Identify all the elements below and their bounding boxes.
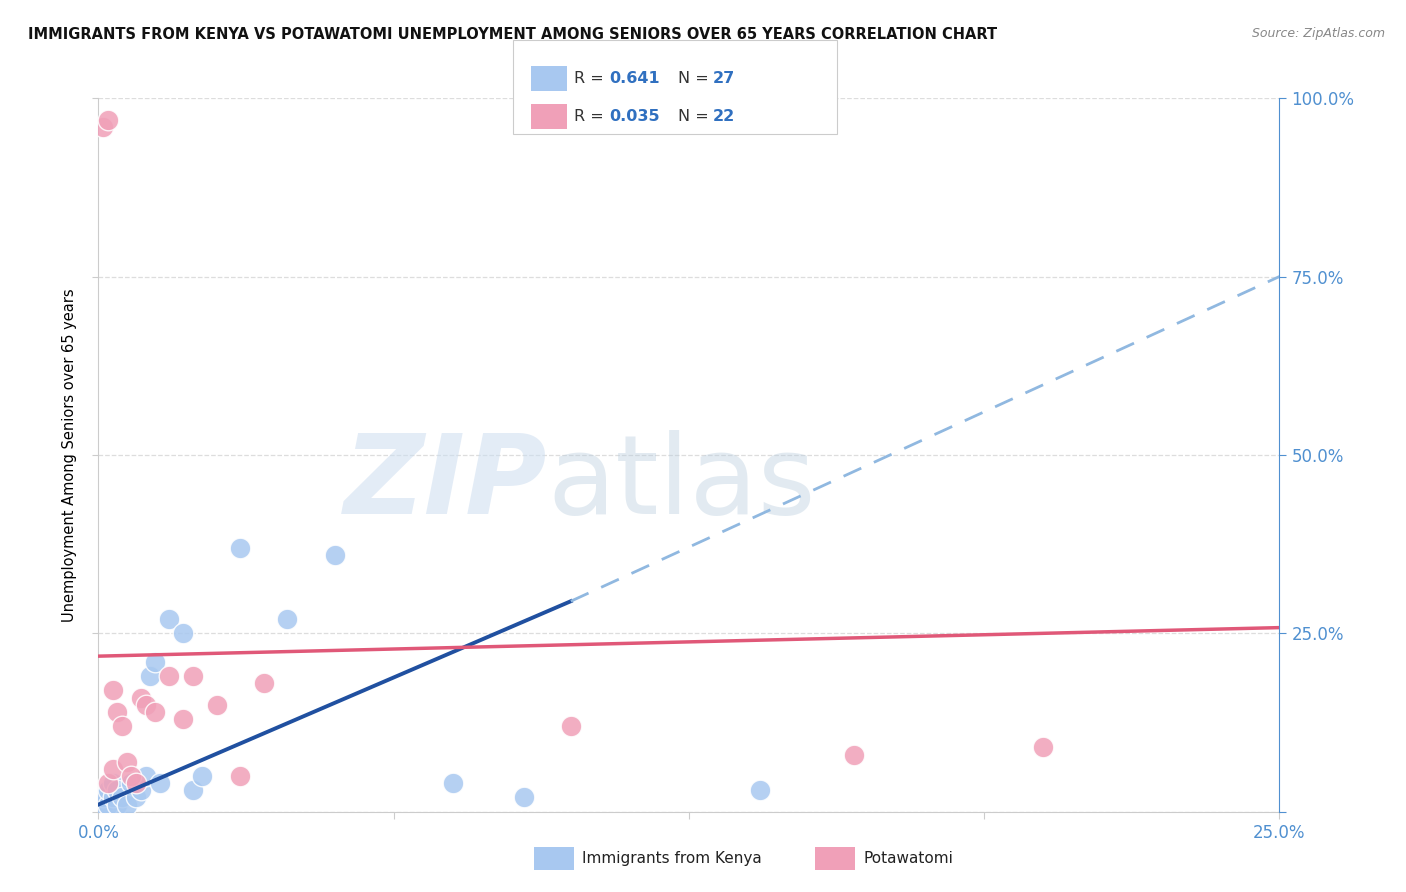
Point (121, 769, 143, 783)
Point (91, 797, 114, 812)
Point (181, 783, 204, 797)
Point (101, 776, 124, 790)
Point (101, 790, 124, 805)
Point (191, 769, 214, 783)
Text: 0.641: 0.641 (609, 70, 659, 86)
Point (97, 783, 120, 797)
Point (115, 755, 138, 769)
Point (157, 669, 180, 683)
Point (97, 776, 120, 790)
Point (129, 690, 152, 705)
Point (512, 790, 534, 805)
Point (91, 790, 114, 805)
Text: R =: R = (574, 70, 609, 86)
Point (844, 747, 866, 762)
Point (276, 612, 298, 626)
Point (111, 719, 134, 733)
Point (229, 769, 252, 783)
Text: Potawatomi: Potawatomi (863, 852, 953, 866)
Point (101, 683, 124, 698)
Point (157, 612, 180, 626)
Point (149, 776, 172, 790)
Text: R =: R = (574, 110, 609, 124)
Text: 0.035: 0.035 (609, 110, 659, 124)
Point (560, 719, 582, 733)
Point (97, 797, 120, 812)
Text: IMMIGRANTS FROM KENYA VS POTAWATOMI UNEMPLOYMENT AMONG SENIORS OVER 65 YEARS COR: IMMIGRANTS FROM KENYA VS POTAWATOMI UNEM… (28, 27, 997, 42)
Text: Source: ZipAtlas.com: Source: ZipAtlas.com (1251, 27, 1385, 40)
Point (101, 762, 124, 776)
Point (143, 655, 166, 669)
Point (97, 112, 120, 127)
Point (143, 705, 166, 719)
Point (105, 705, 128, 719)
Text: N =: N = (678, 70, 714, 86)
Point (129, 783, 152, 797)
Point (205, 698, 228, 712)
Point (172, 626, 194, 640)
Text: ZIP: ZIP (343, 430, 547, 537)
Text: N =: N = (678, 110, 714, 124)
Point (1032, 740, 1054, 755)
Point (172, 712, 194, 726)
Y-axis label: Unemployment Among Seniors over 65 years: Unemployment Among Seniors over 65 years (62, 288, 77, 622)
Text: Immigrants from Kenya: Immigrants from Kenya (582, 852, 762, 866)
Point (441, 776, 464, 790)
Point (125, 790, 148, 805)
Point (748, 783, 770, 797)
Point (121, 776, 143, 790)
Point (111, 790, 134, 805)
Point (105, 797, 128, 812)
Point (253, 676, 276, 690)
Point (91, 120, 114, 134)
Point (115, 797, 138, 812)
Point (229, 541, 252, 555)
Text: atlas: atlas (547, 430, 815, 537)
Point (323, 548, 346, 562)
Text: 22: 22 (713, 110, 735, 124)
Point (135, 698, 157, 712)
Point (181, 669, 204, 683)
Point (135, 769, 157, 783)
Point (139, 669, 162, 683)
Point (125, 776, 148, 790)
Point (105, 783, 128, 797)
Text: 27: 27 (713, 70, 735, 86)
